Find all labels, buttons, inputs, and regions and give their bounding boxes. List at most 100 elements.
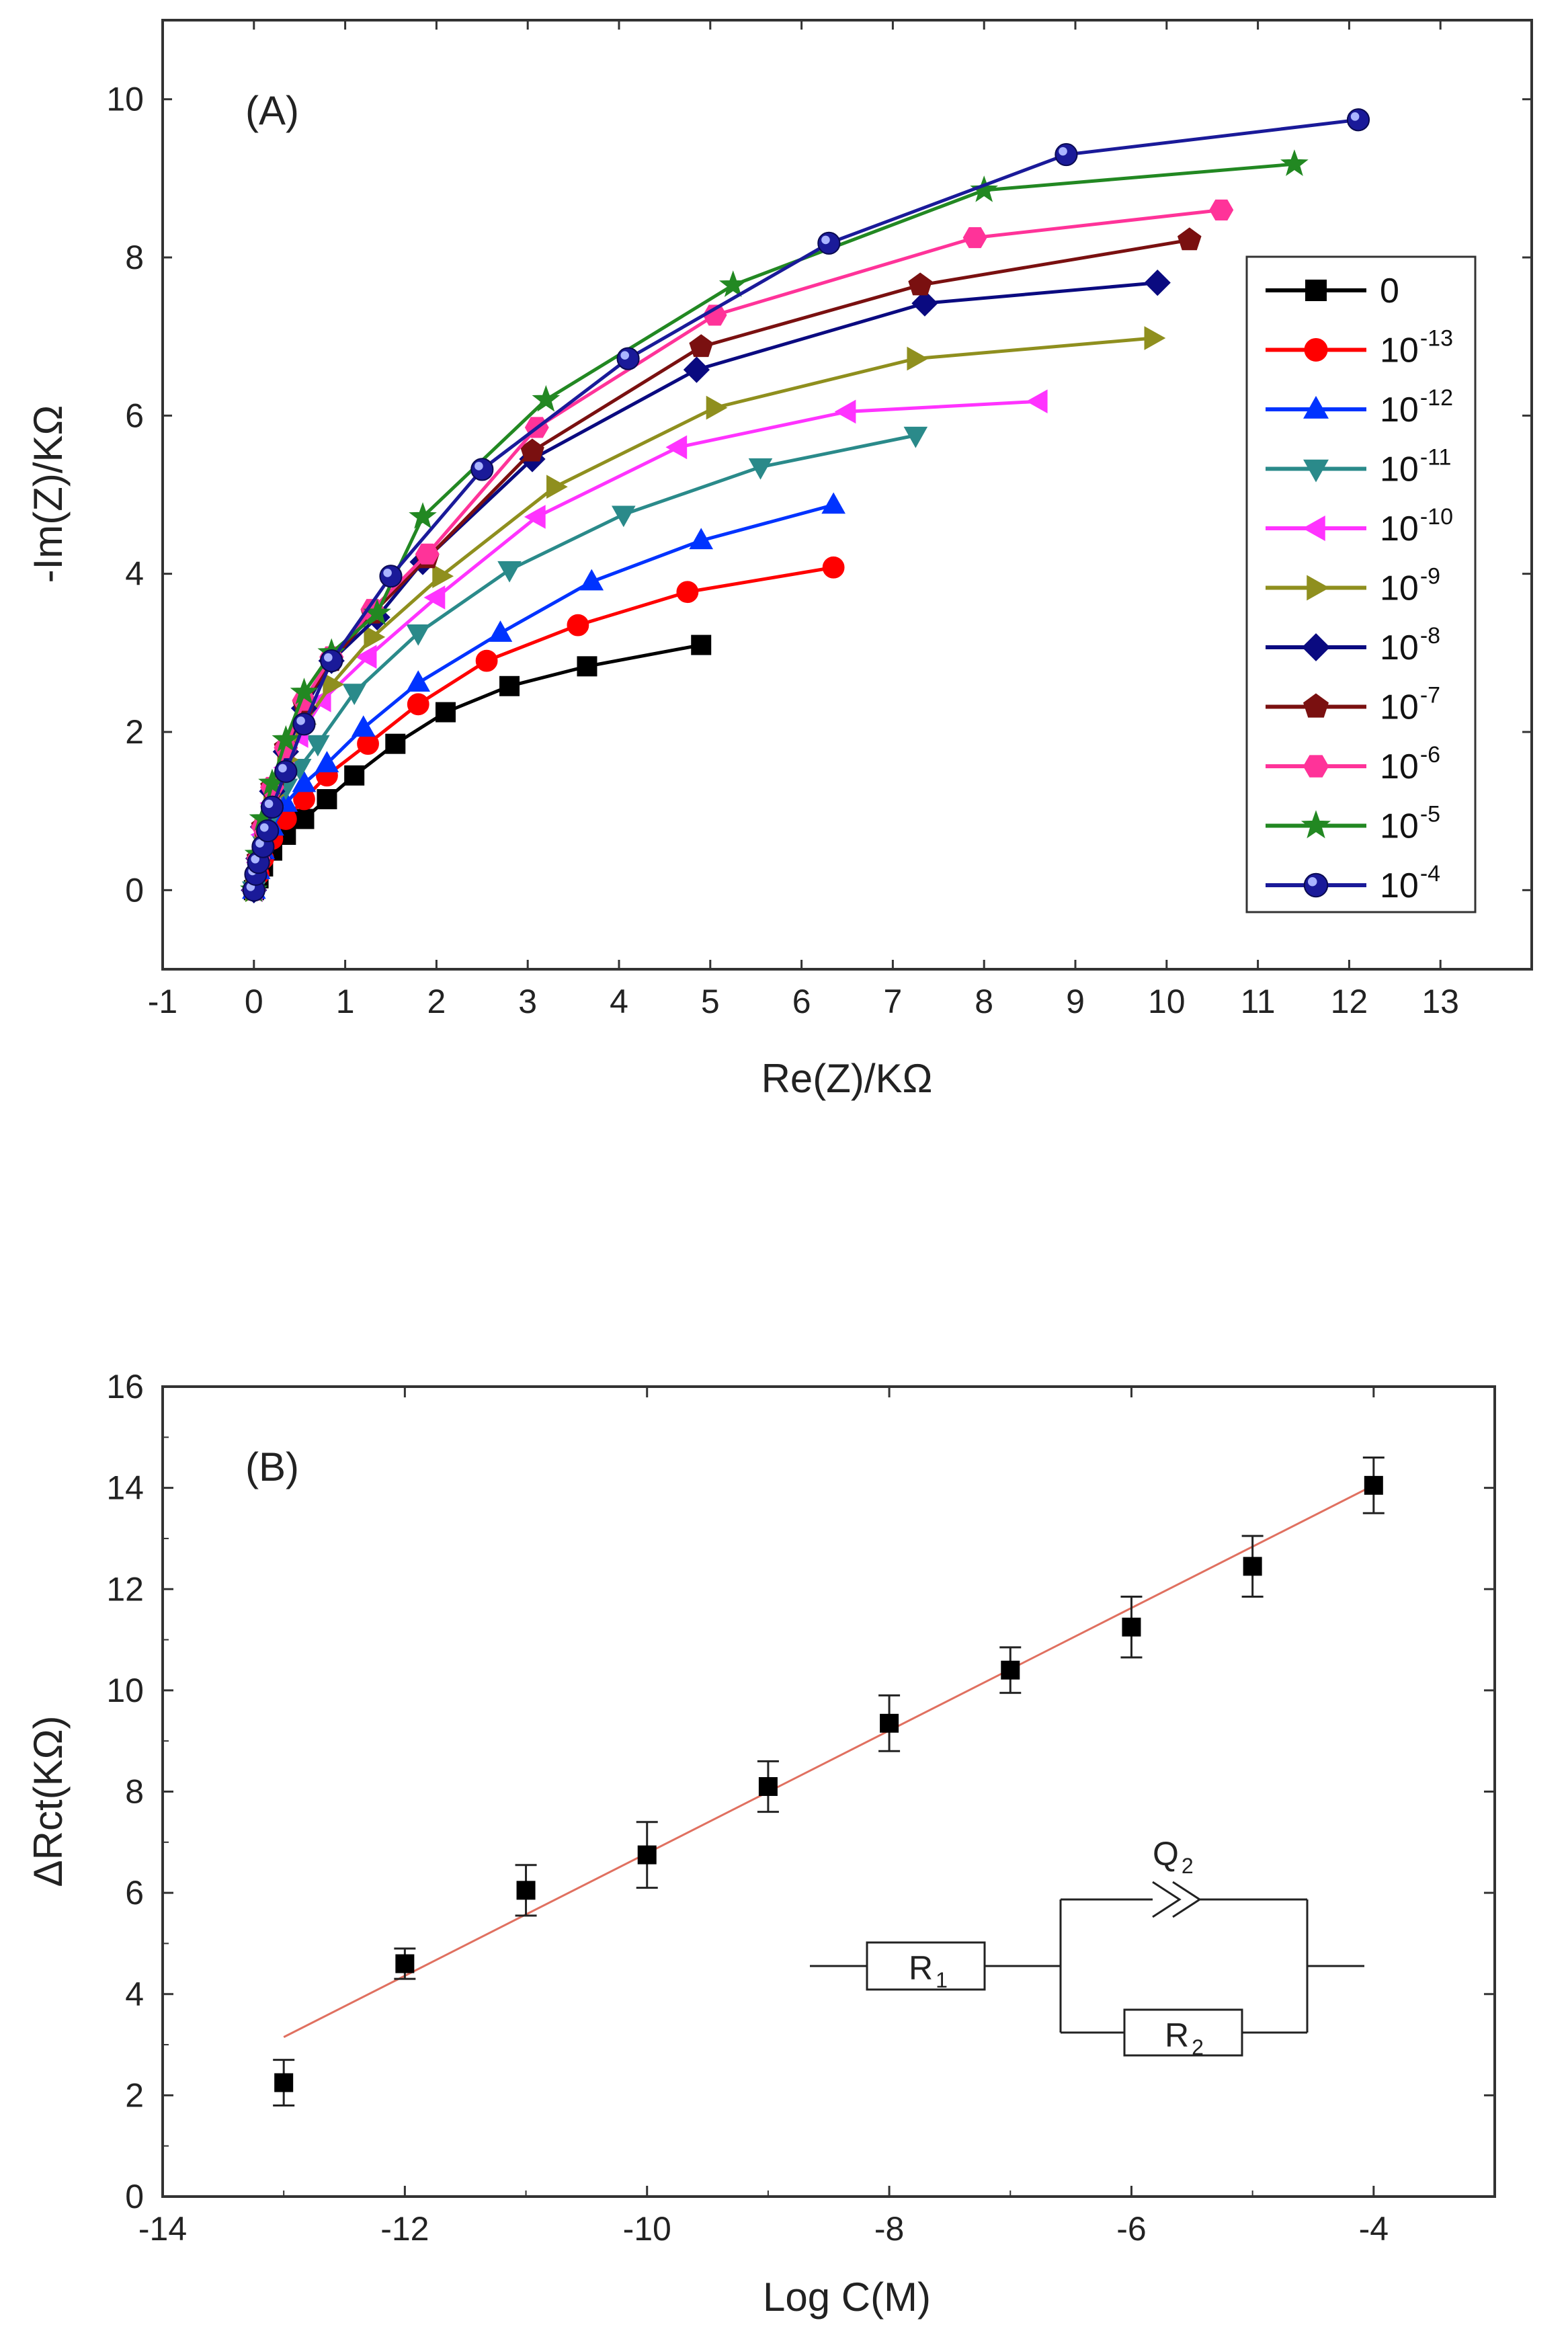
data-point: [364, 624, 386, 649]
y-tick-label: 4: [125, 1975, 144, 2013]
x-tick-label: -1: [148, 983, 177, 1020]
data-point-highlight: [251, 854, 259, 864]
x-tick-label: 4: [610, 983, 628, 1020]
data-point-body: [292, 712, 316, 736]
data-point: [320, 649, 343, 673]
data-point-highlight: [278, 764, 287, 773]
data-point-with-error: [999, 1646, 1022, 1694]
cpe-q2-right: [1172, 1881, 1202, 1918]
data-point-with-error: [1120, 1596, 1143, 1659]
legend-label-exponent: -9: [1420, 564, 1440, 589]
series-10^-5: [239, 149, 1309, 903]
legend-label-exponent: -5: [1420, 802, 1440, 827]
legend-marker: [1302, 516, 1325, 541]
x-tick-label: 8: [975, 983, 993, 1020]
legend-label-base: 10: [1380, 569, 1419, 608]
data-point-body: [616, 347, 640, 370]
data-point-body: [817, 231, 841, 255]
data-point: [577, 656, 597, 677]
data-point: [908, 272, 932, 296]
panel-a-label: (A): [245, 88, 299, 133]
data-point: [911, 290, 938, 317]
legend-marker-highlight: [1308, 877, 1317, 887]
x-tick-label: 9: [1066, 983, 1085, 1020]
data-point: [342, 684, 366, 706]
panel-a-series: [239, 108, 1370, 903]
fit-line: [283, 1484, 1374, 2039]
data-point: [499, 676, 520, 696]
legend-label-exponent: -10: [1420, 504, 1453, 530]
data-point: [406, 624, 431, 646]
x-tick-label: 11: [1241, 983, 1276, 1020]
data-point: [689, 528, 714, 550]
legend-marker: [1303, 459, 1329, 483]
y-tick-label: 10: [106, 1672, 144, 1709]
data-point: [1243, 1557, 1262, 1576]
series-10^-8: [241, 270, 1171, 903]
data-point: [1280, 149, 1309, 176]
data-point: [903, 426, 928, 448]
legend-box: [1245, 255, 1477, 913]
data-point: [616, 347, 640, 370]
data-point: [323, 672, 345, 697]
x-tick-label: 13: [1421, 983, 1459, 1020]
legend-marker: [1303, 693, 1329, 718]
data-point: [423, 585, 446, 610]
data-point: [315, 751, 339, 772]
data-point: [970, 175, 999, 202]
data-point: [274, 2073, 294, 2092]
legend-label-exponent: -12: [1420, 385, 1453, 411]
panel-a-y-axis-label: -Im(Z)/KΩ: [26, 405, 71, 583]
data-point: [516, 1881, 536, 1900]
legend-label-base: 10: [1380, 807, 1419, 846]
data-point-body: [256, 819, 280, 843]
y-tick-label: 6: [125, 1874, 144, 1912]
panel-b-y-ticks: 0 2 4 6 8 10 12 14 16: [106, 1368, 1495, 2215]
panel-b-frame: [161, 1385, 1496, 2198]
data-point: [962, 227, 987, 249]
panel-a-y-ticks: 0 2 4 6 8 10: [106, 81, 1532, 909]
legend-marker: [1302, 633, 1330, 661]
y-tick-label: 8: [125, 239, 144, 276]
legend-label: 10-8: [1380, 623, 1440, 667]
data-point: [351, 715, 376, 737]
data-point: [407, 693, 429, 716]
data-point: [1001, 1660, 1020, 1680]
x-tick-label: 5: [701, 983, 720, 1020]
x-tick-label: 1: [336, 983, 355, 1020]
data-point: [676, 581, 699, 604]
legend-marker: [1303, 755, 1329, 778]
legend-label-base: 10: [1380, 331, 1419, 370]
legend-label: 10-10: [1380, 504, 1453, 548]
series-line: [252, 503, 834, 891]
legend-marker: [1303, 872, 1329, 898]
data-point: [292, 770, 317, 792]
legend-label: 10-12: [1380, 385, 1453, 429]
data-point: [821, 492, 845, 514]
panel-a-x-ticks: -1 0 1 2 3 4 5 6 7 8 9 10 11 12 13: [148, 20, 1459, 1020]
data-point-highlight: [324, 653, 333, 662]
data-point-body: [470, 458, 494, 481]
series-line: [252, 565, 834, 891]
data-point-highlight: [474, 462, 483, 470]
data-point: [758, 1776, 778, 1796]
data-point: [834, 399, 856, 424]
data-point: [475, 649, 498, 672]
data-point: [817, 231, 841, 255]
data-point: [1144, 270, 1171, 296]
panel-a-frame: [161, 19, 1533, 971]
data-point: [567, 614, 589, 637]
data-point-with-error: [1241, 1534, 1264, 1598]
data-point: [292, 712, 316, 736]
series-10^-6: [241, 199, 1234, 901]
data-point-with-error: [515, 1864, 537, 1917]
data-point: [415, 543, 440, 565]
legend-label: 10-4: [1380, 861, 1440, 905]
data-point-body: [1346, 108, 1370, 132]
data-point: [683, 356, 710, 383]
data-point-with-error: [1362, 1456, 1385, 1514]
data-point-with-error: [636, 1821, 658, 1889]
data-point: [637, 1845, 657, 1865]
